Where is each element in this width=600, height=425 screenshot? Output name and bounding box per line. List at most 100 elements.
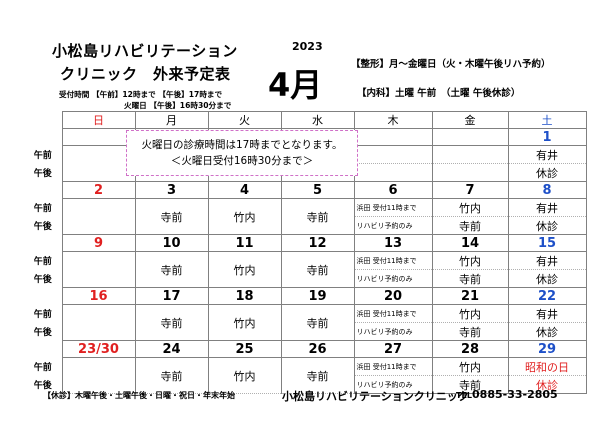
tuesday-doctor: 竹内: [207, 304, 282, 341]
month-label: 4月: [268, 66, 323, 104]
am-label: 午前: [33, 363, 52, 373]
am-label: 午前: [33, 310, 52, 320]
date-cell: 5: [280, 181, 355, 199]
internal-medicine-info: 【内科】土曜 午前 （土曜 午後休診）: [357, 88, 521, 99]
pm-label: 午後: [33, 328, 52, 338]
tuesday-doctor: 竹内: [207, 357, 282, 394]
tuesday-doctor: 竹内: [207, 198, 282, 235]
date-cell: 27: [353, 340, 433, 358]
date-cell: 13: [353, 234, 433, 252]
am-row: 午前 寺前 竹内 寺前 浜田 受付11時まで 竹内 有井: [24, 198, 587, 235]
date-cell: 14: [431, 234, 509, 252]
closed-days-note: 【休診】木曜午後・土曜午後・日曜・祝日・年末年始: [43, 391, 235, 400]
date-cell: 4: [207, 181, 282, 199]
tuesday-reception-hours: 火曜日 【午後】16時30分まで: [124, 101, 232, 110]
date-cell: 22: [507, 287, 587, 305]
date-cell: 12: [280, 234, 355, 252]
date-cell: 24: [134, 340, 209, 358]
date-cell: 29: [507, 340, 587, 358]
date-cell: 7: [431, 181, 509, 199]
weekday-header-row: 日 月 火 水 木 金 土: [24, 111, 587, 129]
thursday-pm-note: リハビリ予約のみ: [356, 327, 413, 336]
phone-number: TEL0885-33-2805: [456, 388, 558, 401]
date-cell: [353, 128, 433, 146]
date-cell: [61, 128, 136, 146]
am-label: 午前: [33, 257, 52, 267]
weekday-sat: 土: [507, 111, 587, 129]
saturday-am-doctor: 有井: [507, 198, 587, 217]
date-cell: 26: [280, 340, 355, 358]
tel-number: 0885-33-2805: [472, 388, 558, 401]
saturday-am-doctor: 有井: [507, 251, 587, 270]
thursday-am-note: 浜田 受付11時まで: [356, 256, 417, 265]
date-cell: 28: [431, 340, 509, 358]
schedule-title: クリニック 外来予定表: [60, 65, 231, 83]
wednesday-doctor: 寺前: [280, 357, 355, 394]
friday-am-doctor: 竹内: [431, 251, 509, 270]
date-cell: 9: [61, 234, 136, 252]
schedule-calendar: 日 月 火 水 木 金 土 1 午前 有井 午後 休診 2 3: [24, 111, 587, 394]
friday-pm-doctor: 寺前: [431, 322, 509, 341]
notice-line-2: ＜火曜日受付16時30分まで＞: [170, 155, 314, 167]
saturday-pm-status: 休診: [507, 322, 587, 341]
friday-pm-doctor: 寺前: [431, 269, 509, 288]
date-cell: [431, 128, 509, 146]
tuesday-hours-notice: 火曜日の診療時間は17時までとなります。 ＜火曜日受付16時30分まで＞: [126, 130, 358, 176]
weekday-thu: 木: [353, 111, 433, 129]
weekday-fri: 金: [431, 111, 509, 129]
date-cell: 1: [507, 128, 587, 146]
date-row: 23/30 24 25 26 27 28 29: [24, 340, 587, 358]
friday-am-doctor: 竹内: [431, 357, 509, 376]
date-cell: 25: [207, 340, 282, 358]
thursday-am-note: 浜田 受付11時まで: [356, 203, 417, 212]
pm-row: 午後 リハビリ予約のみ 寺前 休診: [24, 322, 587, 341]
date-row: 2 3 4 5 6 7 8: [24, 181, 587, 199]
am-row: 午前 寺前 竹内 寺前 浜田 受付11時まで 竹内 昭和の日: [24, 357, 587, 394]
monday-doctor: 寺前: [134, 357, 209, 394]
orthopedics-info: 【整形】月～金曜日（火・木曜午後リハ予約）: [351, 59, 551, 70]
date-cell: 8: [507, 181, 587, 199]
wednesday-doctor: 寺前: [280, 304, 355, 341]
saturday-pm-status: 休診: [507, 163, 587, 182]
footer-clinic-name: 小松島リハビリテーションクリニック: [282, 390, 469, 403]
pm-label: 午後: [33, 381, 52, 391]
saturday-pm-status: 休診: [507, 375, 587, 394]
friday-am-doctor: 竹内: [431, 198, 509, 217]
date-cell: 18: [207, 287, 282, 305]
am-row: 午前 寺前 竹内 寺前 浜田 受付11時まで 竹内 有井: [24, 304, 587, 341]
date-cell: 3: [134, 181, 209, 199]
date-cell: 2: [61, 181, 136, 199]
date-cell: 15: [507, 234, 587, 252]
friday-am-doctor: 竹内: [431, 304, 509, 323]
clinic-name: 小松島リハビリテーション: [52, 42, 238, 60]
date-cell: 19: [280, 287, 355, 305]
pm-label: 午後: [33, 169, 52, 179]
friday-pm-doctor: 寺前: [431, 216, 509, 235]
tel-mark: TEL: [456, 391, 473, 400]
date-row: 16 17 18 19 20 21 22: [24, 287, 587, 305]
thursday-am-note: 浜田 受付11時まで: [356, 309, 417, 318]
monday-doctor: 寺前: [134, 198, 209, 235]
wednesday-doctor: 寺前: [280, 251, 355, 288]
tuesday-doctor: 竹内: [207, 251, 282, 288]
date-cell: 11: [207, 234, 282, 252]
friday-pm-doctor: 寺前: [431, 375, 509, 394]
am-label: 午前: [33, 204, 52, 214]
thursday-pm-note: リハビリ予約のみ: [356, 274, 413, 283]
date-cell: 21: [431, 287, 509, 305]
date-cell: 10: [134, 234, 209, 252]
reception-hours: 受付時間 【午前】12時まで 【午後】17時まで: [59, 90, 223, 99]
date-cell: 6: [353, 181, 433, 199]
date-cell: 17: [134, 287, 209, 305]
saturday-am-doctor: 有井: [507, 304, 587, 323]
pm-row: 午後 リハビリ予約のみ 寺前 休診: [24, 375, 587, 394]
wednesday-doctor: 寺前: [280, 198, 355, 235]
year-label: 2023: [292, 40, 323, 53]
am-label: 午前: [33, 151, 52, 161]
date-row: 9 10 11 12 13 14 15: [24, 234, 587, 252]
weekday-sun: 日: [61, 111, 136, 129]
pm-row: 午後 リハビリ予約のみ 寺前 休診: [24, 269, 587, 288]
thursday-pm-note: リハビリ予約のみ: [356, 221, 413, 230]
pm-label: 午後: [33, 222, 52, 232]
pm-label: 午後: [33, 275, 52, 285]
